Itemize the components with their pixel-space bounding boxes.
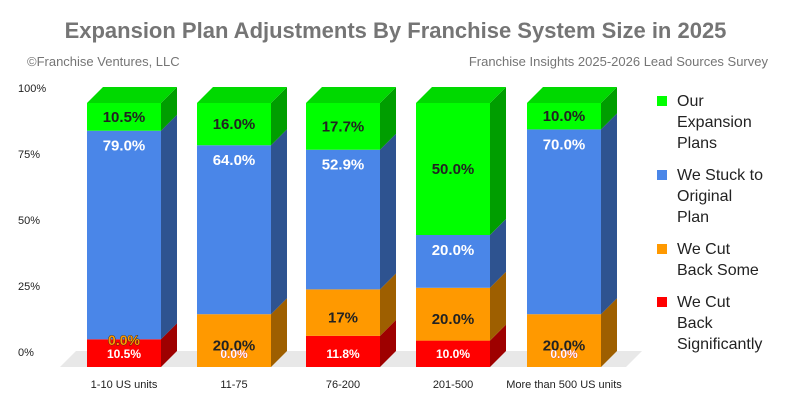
bar-segment	[197, 103, 271, 146]
legend: Our Expansion Plans We Stuck to Original Plan…	[657, 93, 763, 353]
data-label: 0.0%	[220, 347, 248, 361]
category-label: 1-10 US units	[91, 379, 158, 391]
bar-segment-side	[601, 87, 617, 130]
bar-segment	[87, 130, 161, 340]
data-label: 16.0%	[213, 116, 256, 133]
category-label: 11-75	[220, 379, 247, 391]
bar-segment	[416, 103, 490, 235]
bar-segment-side	[271, 129, 287, 315]
bar-segment	[197, 314, 271, 367]
data-label: 79.0%	[103, 138, 146, 155]
bar-segment-top	[197, 87, 287, 103]
data-label: 20.0%	[432, 242, 475, 259]
legend-swatch	[657, 96, 667, 106]
category-label: 201-500	[433, 379, 473, 391]
bar-segment-top	[527, 87, 617, 103]
y-tick-label: 0%	[18, 347, 34, 359]
credit-right: Franchise Insights 2025-2026 Lead Source…	[468, 54, 768, 69]
legend-swatch	[657, 170, 667, 180]
data-label: 11.8%	[326, 347, 360, 361]
legend-swatch	[657, 244, 667, 254]
y-tick-label: 50%	[18, 215, 40, 227]
bar-segment	[197, 145, 271, 315]
legend-label: Significantly	[677, 336, 762, 353]
bar-segment	[306, 149, 380, 290]
legend-label: We Stuck to	[677, 167, 763, 184]
data-label: 50.0%	[432, 161, 475, 178]
x-axis-categories: 1-10 US units 11-75 76-200 201-500 More than…	[91, 379, 623, 391]
bar-segment	[527, 103, 601, 130]
credit-left: ©Franchise Ventures, LLC	[27, 54, 180, 69]
bar-segment	[416, 287, 490, 341]
y-tick-label: 25%	[18, 281, 40, 293]
bar-segment-side	[380, 133, 396, 290]
data-label: 0.0%	[108, 332, 140, 348]
data-label: 17%	[328, 310, 358, 327]
legend-label: Back Some	[677, 262, 759, 279]
bar-segment-top	[306, 87, 396, 103]
bar-segment-side	[161, 323, 177, 367]
category-label: More than 500 US units	[506, 379, 622, 391]
bars	[87, 87, 617, 367]
legend-label: Our	[677, 93, 704, 110]
bar-segment-side	[380, 319, 396, 367]
bar-segment-side	[380, 87, 396, 150]
y-tick-label: 100%	[18, 83, 46, 95]
bar-segment-side	[490, 219, 506, 288]
bar-segment-side	[271, 298, 287, 367]
legend-label: Plans	[677, 135, 717, 152]
bar-segment-side	[490, 271, 506, 341]
bar-segment	[306, 335, 380, 367]
data-label: 64.0%	[213, 152, 256, 169]
bar-segment	[416, 235, 490, 288]
data-label: 20.0%	[213, 338, 256, 355]
bar-segment-side	[380, 273, 396, 336]
bar-segment-side	[271, 87, 287, 146]
data-label: 20.0%	[432, 311, 475, 328]
bar-segment	[527, 314, 601, 367]
data-labels: 10.5%0.0%79.0%10.5%0.0%20.0%64.0%16.0%11…	[103, 108, 586, 361]
y-axis-ticks: 0% 25% 50% 75% 100%	[18, 83, 46, 359]
bar-segment-side	[490, 324, 506, 367]
y-tick-label: 75%	[18, 149, 40, 161]
legend-label: Plan	[677, 209, 709, 226]
bar-segment-side	[490, 87, 506, 235]
legend-label: We Cut	[677, 241, 731, 258]
bar-segment-top	[87, 87, 177, 103]
data-label: 10.5%	[107, 347, 141, 361]
chart-title: Expansion Plan Adjustments By Franchise …	[64, 18, 727, 43]
category-label: 76-200	[326, 379, 360, 391]
bar-segment	[416, 340, 490, 367]
data-label: 10.5%	[103, 109, 146, 126]
bar-segment	[306, 289, 380, 336]
legend-label: Back	[677, 315, 714, 332]
data-label: 52.9%	[322, 157, 365, 174]
bar-segment-side	[161, 87, 177, 131]
bar-segment	[306, 103, 380, 150]
data-label: 10.0%	[543, 108, 586, 125]
bar-segment	[87, 103, 161, 131]
legend-label: We Cut	[677, 294, 731, 311]
data-label: 70.0%	[543, 136, 586, 153]
bar-segment-top	[416, 87, 506, 103]
data-label: 0.0%	[550, 347, 578, 361]
bar-segment-side	[601, 113, 617, 315]
data-label: 17.7%	[322, 118, 365, 135]
legend-swatch	[657, 297, 667, 307]
data-label: 20.0%	[543, 338, 586, 355]
legend-label: Original	[677, 188, 732, 205]
bar-segment	[527, 129, 601, 315]
legend-label: Expansion	[677, 114, 752, 131]
bar-segment	[87, 339, 161, 367]
bar-segment-side	[161, 114, 177, 340]
bar-segment-side	[601, 298, 617, 367]
data-label: 10.0%	[436, 347, 470, 361]
